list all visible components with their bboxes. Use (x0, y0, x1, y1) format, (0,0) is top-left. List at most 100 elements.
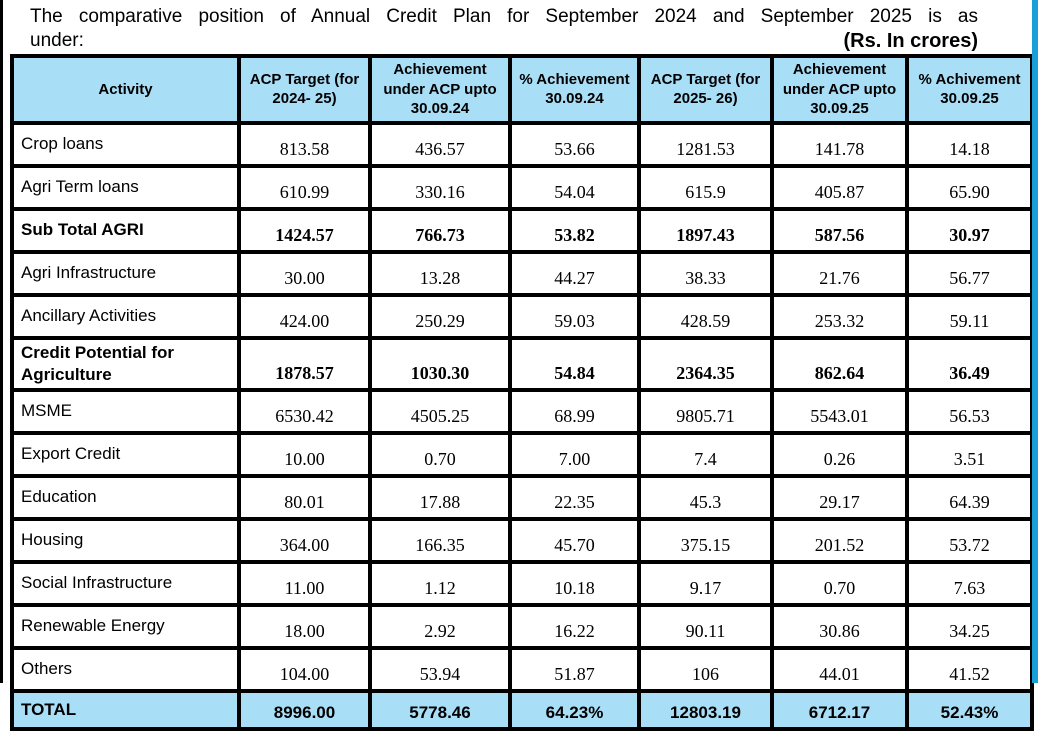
value-cell: 53.82 (508, 206, 641, 254)
value-cell: 18.00 (237, 602, 372, 650)
value-cell: 766.73 (368, 206, 512, 254)
value-cell: 54.04 (508, 163, 641, 211)
activity-cell: Export Credit (10, 430, 241, 478)
value-cell: 8996.00 (237, 688, 372, 731)
table-row: Education 80.01 17.88 22.35 45.3 29.17 64.39 (10, 473, 1034, 521)
table-row: Housing 364.00 166.35 45.70 375.15 201.52 53.7… (10, 516, 1034, 564)
value-cell: 1281.53 (637, 120, 774, 168)
activity-cell: Agri Term loans (10, 163, 241, 211)
value-cell: 16.22 (508, 602, 641, 650)
value-cell: 80.01 (237, 473, 372, 521)
value-cell: 45.3 (637, 473, 774, 521)
column-header-achievement-30-09-24: Achievement under ACP upto 30.09.24 (368, 54, 512, 125)
value-cell: 44.27 (508, 249, 641, 297)
value-cell: 53.72 (905, 516, 1034, 564)
value-cell: 3.51 (905, 430, 1034, 478)
intro-paragraph: The comparative position of Annual Credi… (0, 0, 1038, 53)
value-cell: 862.64 (770, 335, 909, 392)
value-cell: 38.33 (637, 249, 774, 297)
column-header-acp-target-2025-26: ACP Target (for 2025- 26) (637, 54, 774, 125)
table-row: Export Credit 10.00 0.70 7.00 7.4 0.26 3.51 (10, 430, 1034, 478)
value-cell: 9.17 (637, 559, 774, 607)
value-cell: 56.53 (905, 387, 1034, 435)
table-body: Crop loans 813.58 436.57 53.66 1281.53 141.78… (10, 120, 1034, 731)
intro-text-under: under: (30, 30, 84, 51)
value-cell: 10.00 (237, 430, 372, 478)
value-cell: 65.90 (905, 163, 1034, 211)
value-cell: 9805.71 (637, 387, 774, 435)
value-cell: 22.35 (508, 473, 641, 521)
value-cell: 1030.30 (368, 335, 512, 392)
table-row: MSME 6530.42 4505.25 68.99 9805.71 5543.01 56.… (10, 387, 1034, 435)
intro-text-line2: under: (Rs. In crores) (30, 29, 978, 53)
value-cell: 375.15 (637, 516, 774, 564)
value-cell: 405.87 (770, 163, 909, 211)
activity-cell: Others (10, 645, 241, 693)
value-cell: 2.92 (368, 602, 512, 650)
value-cell: 14.18 (905, 120, 1034, 168)
value-cell: 166.35 (368, 516, 512, 564)
activity-cell: Agri Infrastructure (10, 249, 241, 297)
column-header-activity: Activity (10, 54, 241, 125)
activity-cell: Crop loans (10, 120, 241, 168)
value-cell: 0.70 (368, 430, 512, 478)
table-row: TOTAL 8996.00 5778.46 64.23% 12803.19 6712.17… (10, 688, 1034, 731)
table-row: Ancillary Activities 424.00 250.29 59.03 428… (10, 292, 1034, 340)
value-cell: 41.52 (905, 645, 1034, 693)
value-cell: 34.25 (905, 602, 1034, 650)
value-cell: 6712.17 (770, 688, 909, 731)
value-cell: 1897.43 (637, 206, 774, 254)
value-cell: 56.77 (905, 249, 1034, 297)
value-cell: 7.63 (905, 559, 1034, 607)
value-cell: 104.00 (237, 645, 372, 693)
value-cell: 141.78 (770, 120, 909, 168)
value-cell: 10.18 (508, 559, 641, 607)
activity-cell: Housing (10, 516, 241, 564)
value-cell: 1424.57 (237, 206, 372, 254)
value-cell: 53.94 (368, 645, 512, 693)
value-cell: 12803.19 (637, 688, 774, 731)
acp-comparison-table: Activity ACP Target (for 2024- 25) Achie… (10, 54, 1034, 731)
value-cell: 5778.46 (368, 688, 512, 731)
value-cell: 615.9 (637, 163, 774, 211)
value-cell: 6530.42 (237, 387, 372, 435)
value-cell: 17.88 (368, 473, 512, 521)
value-cell: 59.11 (905, 292, 1034, 340)
value-cell: 0.26 (770, 430, 909, 478)
activity-cell: Social Infrastructure (10, 559, 241, 607)
value-cell: 0.70 (770, 559, 909, 607)
value-cell: 1.12 (368, 559, 512, 607)
value-cell: 30.97 (905, 206, 1034, 254)
value-cell: 59.03 (508, 292, 641, 340)
table-row: Social Infrastructure 11.00 1.12 10.18 9.17 0… (10, 559, 1034, 607)
value-cell: 90.11 (637, 602, 774, 650)
value-cell: 21.76 (770, 249, 909, 297)
table-row: Renewable Energy 18.00 2.92 16.22 90.11 30.86… (10, 602, 1034, 650)
value-cell: 11.00 (237, 559, 372, 607)
value-cell: 54.84 (508, 335, 641, 392)
value-cell: 51.87 (508, 645, 641, 693)
value-cell: 53.66 (508, 120, 641, 168)
value-cell: 13.28 (368, 249, 512, 297)
value-cell: 30.00 (237, 249, 372, 297)
activity-cell: Education (10, 473, 241, 521)
column-header-achievement-30-09-25: Achievement under ACP upto 30.09.25 (770, 54, 909, 125)
value-cell: 253.32 (770, 292, 909, 340)
column-header-acp-target-2024-25: ACP Target (for 2024- 25) (237, 54, 372, 125)
value-cell: 106 (637, 645, 774, 693)
value-cell: 436.57 (368, 120, 512, 168)
column-header-pct-achivement-30-09-25: % Achivement 30.09.25 (905, 54, 1034, 125)
activity-cell: MSME (10, 387, 241, 435)
table-row: Credit Potential for Agriculture 1878.57 1… (10, 335, 1034, 392)
value-cell: 424.00 (237, 292, 372, 340)
value-cell: 250.29 (368, 292, 512, 340)
value-cell: 52.43% (905, 688, 1034, 731)
value-cell: 45.70 (508, 516, 641, 564)
right-border-line (1032, 0, 1038, 683)
units-note: (Rs. In crores) (843, 30, 978, 52)
value-cell: 36.49 (905, 335, 1034, 392)
value-cell: 5543.01 (770, 387, 909, 435)
activity-cell: Sub Total AGRI (10, 206, 241, 254)
value-cell: 813.58 (237, 120, 372, 168)
left-border-line (0, 0, 3, 683)
